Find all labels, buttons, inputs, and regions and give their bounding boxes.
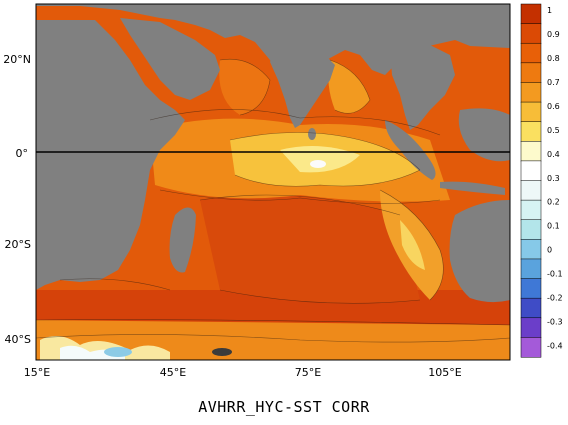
colorbar-tick-label: 0.2 (547, 198, 560, 207)
lat-label-20n: 20°N (3, 53, 31, 66)
colorbar-tick-label: 1 (547, 6, 552, 15)
colorbar-swatch (520, 160, 542, 182)
land-indochina (390, 45, 455, 130)
colorbar-tick-label: -0.4 (547, 342, 563, 351)
map-panel (36, 4, 510, 360)
equatorial-white-spot (310, 160, 326, 168)
colorbar-swatch (520, 199, 542, 221)
lat-label-0: 0° (16, 147, 29, 160)
land-australia (449, 200, 510, 303)
land-java (440, 181, 505, 195)
colorbar-tick-label: 0.3 (547, 174, 560, 183)
southern-blue-patch (104, 347, 132, 357)
lon-label-15e: 15°E (24, 366, 50, 379)
lat-label-40s: 40°S (5, 333, 31, 346)
colorbar-swatch (520, 3, 542, 25)
land-arabia (120, 18, 220, 100)
colorbar-tick-label: 0.9 (547, 30, 560, 39)
colorbar-swatch (520, 23, 542, 44)
colorbar: 1 0.9 0.8 0.7 0.6 0.5 0.4 0.3 0.2 0.1 0 -0.1 -0.2 -0.… (520, 3, 563, 358)
colorbar-swatch (520, 278, 542, 299)
land-india (270, 45, 335, 128)
colorbar-tick-label: 0.8 (547, 54, 560, 63)
map-border (35, 3, 511, 361)
southern-dark-patch (212, 348, 232, 356)
land-sumatra (385, 120, 436, 180)
colorbar-tick-label: -0.3 (547, 318, 563, 327)
lon-label-105e: 105°E (428, 366, 461, 379)
colorbar-tick-label: 0.6 (547, 102, 560, 111)
colorbar-tick-label: 0.4 (547, 150, 560, 159)
colorbar-swatch (520, 297, 542, 319)
arabian-sea-patch (219, 59, 270, 115)
colorbar-swatch (520, 337, 542, 358)
lon-label-75e: 75°E (295, 366, 321, 379)
colorbar-tick-label: -0.1 (547, 270, 563, 279)
contour-lines (36, 58, 510, 343)
land-africa (36, 20, 185, 290)
colorbar-tick-label: 0.7 (547, 78, 560, 87)
colorbar-swatch (520, 317, 542, 338)
colorbar-swatch (520, 62, 542, 83)
colorbar-swatch (520, 42, 542, 64)
colorbar-swatch (520, 82, 542, 103)
colorbar-swatch (520, 258, 542, 280)
colorbar-swatch (520, 180, 542, 201)
land-masses (36, 4, 510, 303)
colorbar-swatch (520, 141, 542, 162)
colorbar-swatch (520, 219, 542, 240)
colorbar-swatch (520, 101, 542, 123)
subtropical-dark-region (200, 195, 420, 304)
land-madagascar (169, 207, 196, 273)
eastern-tongue-pale (400, 220, 425, 270)
colorbar-swatch (520, 121, 542, 142)
land-sri-lanka (308, 128, 316, 140)
bay-of-bengal-patch (328, 60, 370, 114)
colorbar-tick-label: 0 (547, 246, 552, 255)
colorbar-tick-label: -0.2 (547, 294, 563, 303)
lat-label-20s: 20°S (5, 238, 31, 251)
colorbar-tick-label: 0.5 (547, 126, 560, 135)
land-asia-north (36, 4, 510, 95)
figure-caption: AVHRR_HYC-SST CORR (198, 398, 370, 416)
colorbar-swatch (520, 239, 542, 260)
lon-label-45e: 45°E (160, 366, 186, 379)
land-borneo (458, 108, 510, 162)
southern-white-patches (60, 345, 125, 360)
colorbar-tick-label: 0.1 (547, 222, 560, 231)
